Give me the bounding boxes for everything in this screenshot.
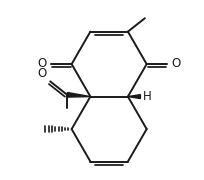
Text: O: O	[172, 57, 181, 70]
Polygon shape	[67, 93, 90, 97]
Text: O: O	[37, 57, 47, 70]
Polygon shape	[128, 95, 140, 98]
Text: O: O	[37, 67, 47, 80]
Text: H: H	[143, 90, 152, 103]
